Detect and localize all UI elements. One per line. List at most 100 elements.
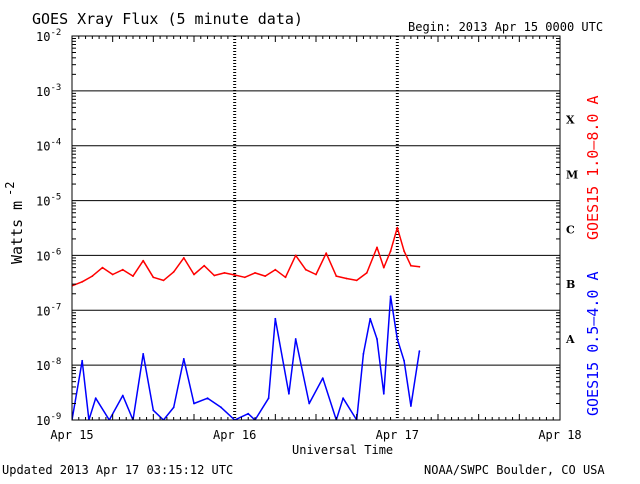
data-point xyxy=(304,268,307,271)
y-tick-label: 10-3 xyxy=(36,83,61,99)
data-point xyxy=(274,317,277,320)
data-point xyxy=(206,397,209,400)
data-point xyxy=(91,275,94,277)
series-lines xyxy=(72,226,421,420)
y-tick-exponent: -8 xyxy=(50,357,61,367)
data-point xyxy=(294,338,297,340)
y-tick-label: 10-5 xyxy=(36,193,61,209)
credit-label: NOAA/SWPC Boulder, CO USA xyxy=(424,463,605,477)
series-line-short xyxy=(72,295,421,420)
data-point xyxy=(294,254,297,257)
data-point xyxy=(247,412,250,415)
data-point xyxy=(223,272,226,274)
data-point xyxy=(335,275,338,277)
y-tick-base: 10 xyxy=(36,304,50,318)
y-tick-exponent: -4 xyxy=(50,138,61,148)
data-point xyxy=(254,272,256,274)
y-tick-base: 10 xyxy=(36,359,50,373)
data-point xyxy=(321,377,324,379)
flare-class-label: A xyxy=(565,333,575,346)
y-tick-exponent: -5 xyxy=(50,193,61,203)
y-tick-base: 10 xyxy=(36,30,50,44)
data-point xyxy=(315,273,317,276)
data-point xyxy=(325,252,328,255)
data-point xyxy=(152,409,155,412)
updated-label: Updated 2013 Apr 17 03:15:12 UTC xyxy=(2,463,233,477)
data-point xyxy=(396,338,399,340)
flare-class-label: C xyxy=(566,223,575,236)
data-point xyxy=(220,406,223,409)
legend-label: GOES15 1.0–8.0 A xyxy=(584,96,602,241)
y-tick-base: 10 xyxy=(36,140,50,154)
legend-label: GOES15 0.5–4.0 A xyxy=(584,272,602,417)
data-point xyxy=(172,271,175,273)
data-point xyxy=(121,394,124,397)
data-point xyxy=(362,353,365,355)
legend-entry: GOES15 1.0–8.0 A xyxy=(584,96,602,241)
data-point xyxy=(121,268,124,271)
y-tick-exponent: -3 xyxy=(50,83,61,93)
y-tick-exponent: -7 xyxy=(50,302,61,312)
data-point xyxy=(182,257,185,259)
y-axis-title: Watts m xyxy=(8,201,26,264)
y-tick-exponent: -2 xyxy=(50,28,61,38)
data-point xyxy=(267,397,270,400)
data-point xyxy=(389,295,392,298)
data-point xyxy=(132,275,134,277)
data-point xyxy=(410,405,412,407)
y-tick-label: 10-2 xyxy=(36,28,61,44)
data-point xyxy=(152,276,155,279)
data-point xyxy=(342,397,344,400)
y-tick-label: 10-9 xyxy=(36,412,61,428)
data-point xyxy=(403,250,405,253)
data-point xyxy=(376,338,378,340)
x-tick-label: Apr 15 xyxy=(50,428,93,442)
data-point xyxy=(81,280,84,283)
data-point xyxy=(94,397,97,400)
flare-class-label: M xyxy=(566,168,578,181)
x-tick-label: Apr 16 xyxy=(213,428,256,442)
flare-class-label: X xyxy=(566,114,575,127)
y-tick-base: 10 xyxy=(36,249,50,263)
data-point xyxy=(142,353,145,355)
y-tick-exponent: -6 xyxy=(50,247,61,257)
data-point xyxy=(376,246,378,249)
y-tick-exponent: -9 xyxy=(50,412,61,422)
data-point xyxy=(382,266,385,269)
data-point xyxy=(345,277,348,280)
y-axis-title-group: Watts m -2 xyxy=(3,182,26,264)
x-tick-label: Apr 18 xyxy=(538,428,581,442)
data-point xyxy=(193,402,195,405)
data-point xyxy=(203,264,206,267)
legend: GOES15 1.0–8.0 A GOES15 0.5–4.0 A xyxy=(584,96,602,417)
series-line-long xyxy=(72,226,420,287)
y-tick-label: 10-6 xyxy=(36,247,61,263)
y-tick-label: 10-8 xyxy=(36,357,61,373)
y-tick-base: 10 xyxy=(36,414,50,428)
data-point xyxy=(182,358,185,360)
chart-title: GOES Xray Flux (5 minute data) xyxy=(32,10,303,28)
data-point xyxy=(264,275,267,277)
data-point xyxy=(284,276,287,279)
data-point xyxy=(162,279,165,282)
data-point xyxy=(213,274,216,277)
x-axis-title: Universal Time xyxy=(292,443,393,457)
flare-class-label: B xyxy=(566,278,575,291)
data-point xyxy=(233,274,236,276)
data-point xyxy=(172,406,175,409)
data-point xyxy=(81,359,84,362)
data-point xyxy=(382,392,385,395)
data-point xyxy=(418,265,421,268)
data-point xyxy=(111,273,114,276)
data-point xyxy=(355,279,358,282)
data-point xyxy=(365,272,368,274)
begin-label: Begin: 2013 Apr 15 0000 UTC xyxy=(408,20,603,34)
y-tick-base: 10 xyxy=(36,195,50,209)
data-point xyxy=(369,317,372,320)
data-point xyxy=(243,276,246,279)
data-point xyxy=(142,259,145,262)
data-point xyxy=(410,264,412,267)
x-tick-label: Apr 17 xyxy=(376,428,419,442)
